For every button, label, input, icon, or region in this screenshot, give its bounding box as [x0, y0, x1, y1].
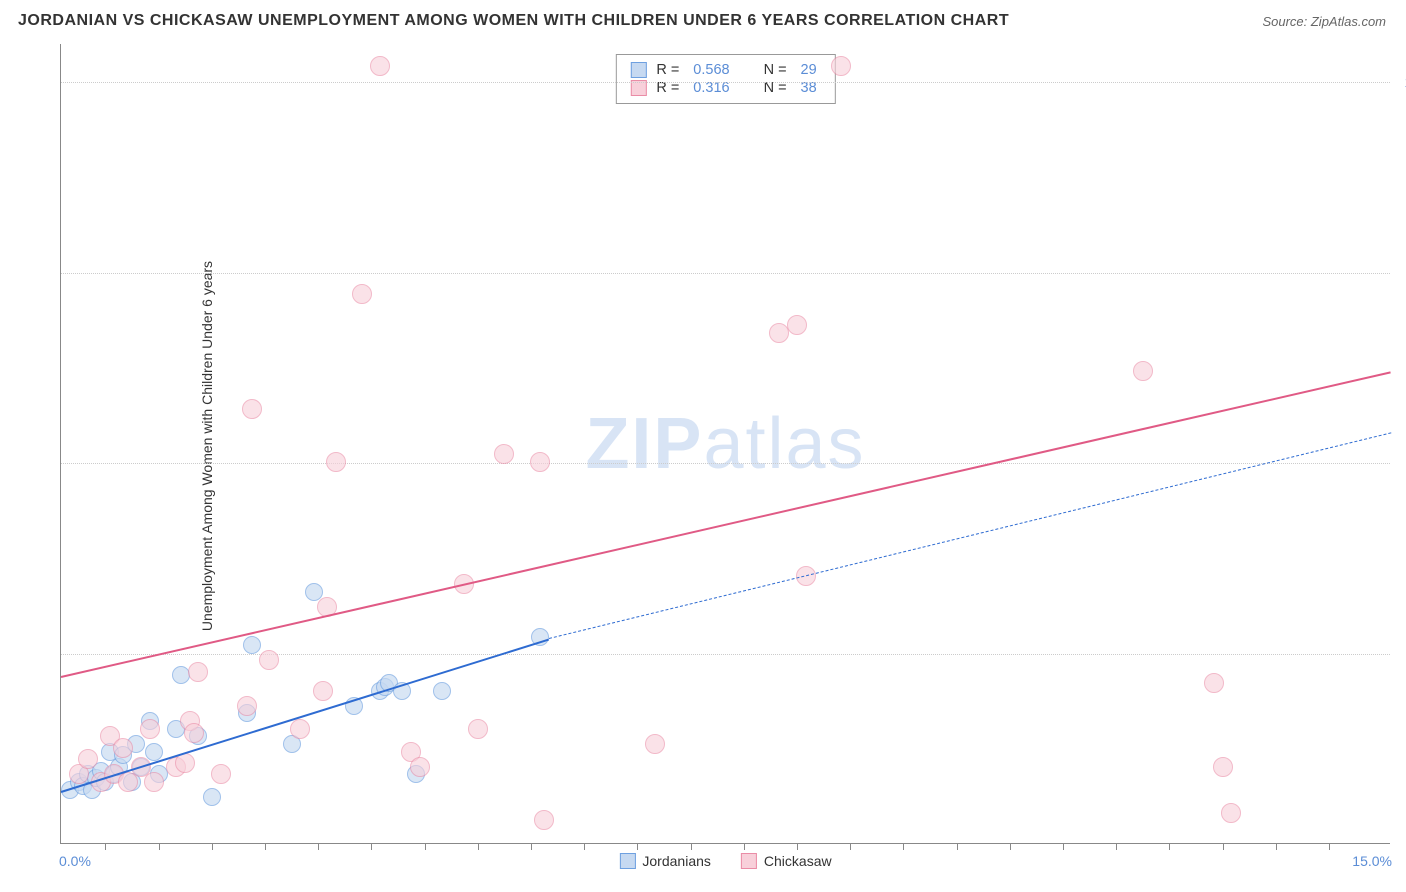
x-tick: [159, 843, 160, 850]
point-jordanians: [172, 666, 190, 684]
x-tick: [1276, 843, 1277, 850]
point-chickasaw: [530, 452, 550, 472]
point-chickasaw: [410, 757, 430, 777]
point-jordanians: [145, 743, 163, 761]
x-tick: [425, 843, 426, 850]
x-tick: [850, 843, 851, 850]
legend-row-jordanians: R = 0.568 N = 29: [630, 61, 820, 79]
x-tick: [1329, 843, 1330, 850]
x-tick: [584, 843, 585, 850]
x-tick-label: 15.0%: [1352, 853, 1392, 869]
point-chickasaw: [645, 734, 665, 754]
legend-label: Jordanians: [642, 853, 711, 869]
x-tick: [957, 843, 958, 850]
x-tick: [744, 843, 745, 850]
point-chickasaw: [787, 315, 807, 335]
point-chickasaw: [534, 810, 554, 830]
r-label: R =: [656, 62, 679, 78]
trendline: [61, 638, 549, 792]
point-chickasaw: [78, 749, 98, 769]
point-chickasaw: [326, 452, 346, 472]
x-tick: [1063, 843, 1064, 850]
point-chickasaw: [259, 650, 279, 670]
x-tick: [105, 843, 106, 850]
x-tick: [265, 843, 266, 850]
legend-label: Chickasaw: [764, 853, 832, 869]
point-chickasaw: [352, 284, 372, 304]
n-value-jordanians: 29: [801, 62, 817, 78]
scatter-plot: ZIPatlas R = 0.568 N = 29 R = 0.316 N = …: [60, 44, 1390, 844]
x-tick: [212, 843, 213, 850]
legend-item-chickasaw: Chickasaw: [741, 853, 832, 869]
point-chickasaw: [113, 738, 133, 758]
x-tick-label: 0.0%: [59, 853, 91, 869]
point-chickasaw: [1204, 673, 1224, 693]
r-value-jordanians: 0.568: [693, 62, 729, 78]
legend-item-jordanians: Jordanians: [619, 853, 711, 869]
point-chickasaw: [140, 719, 160, 739]
x-tick: [478, 843, 479, 850]
point-chickasaw: [237, 696, 257, 716]
swatch-jordanians: [630, 62, 646, 78]
x-tick: [1116, 843, 1117, 850]
gridline: [61, 273, 1390, 274]
point-chickasaw: [184, 723, 204, 743]
gridline: [61, 463, 1390, 464]
point-chickasaw: [1213, 757, 1233, 777]
series-legend: Jordanians Chickasaw: [619, 853, 831, 869]
point-jordanians: [433, 682, 451, 700]
swatch-jordanians: [619, 853, 635, 869]
point-chickasaw: [468, 719, 488, 739]
x-tick: [318, 843, 319, 850]
x-tick: [1169, 843, 1170, 850]
point-chickasaw: [494, 444, 514, 464]
point-chickasaw: [290, 719, 310, 739]
x-tick: [903, 843, 904, 850]
point-jordanians: [203, 788, 221, 806]
x-tick: [371, 843, 372, 850]
chart-title: JORDANIAN VS CHICKASAW UNEMPLOYMENT AMON…: [18, 12, 1009, 30]
trendline: [61, 372, 1391, 679]
x-tick: [1223, 843, 1224, 850]
point-chickasaw: [313, 681, 333, 701]
point-chickasaw: [242, 399, 262, 419]
point-chickasaw: [1133, 361, 1153, 381]
point-chickasaw: [831, 56, 851, 76]
swatch-chickasaw: [741, 853, 757, 869]
gridline: [61, 82, 1390, 83]
point-jordanians: [243, 636, 261, 654]
point-chickasaw: [188, 662, 208, 682]
x-tick: [637, 843, 638, 850]
watermark: ZIPatlas: [585, 403, 865, 485]
x-tick: [1010, 843, 1011, 850]
point-chickasaw: [1221, 803, 1241, 823]
n-label: N =: [764, 62, 787, 78]
x-tick: [531, 843, 532, 850]
correlation-legend: R = 0.568 N = 29 R = 0.316 N = 38: [615, 54, 835, 104]
point-chickasaw: [144, 772, 164, 792]
point-chickasaw: [370, 56, 390, 76]
x-tick: [797, 843, 798, 850]
point-chickasaw: [211, 764, 231, 784]
source-label: Source: ZipAtlas.com: [1262, 14, 1386, 29]
x-tick: [691, 843, 692, 850]
